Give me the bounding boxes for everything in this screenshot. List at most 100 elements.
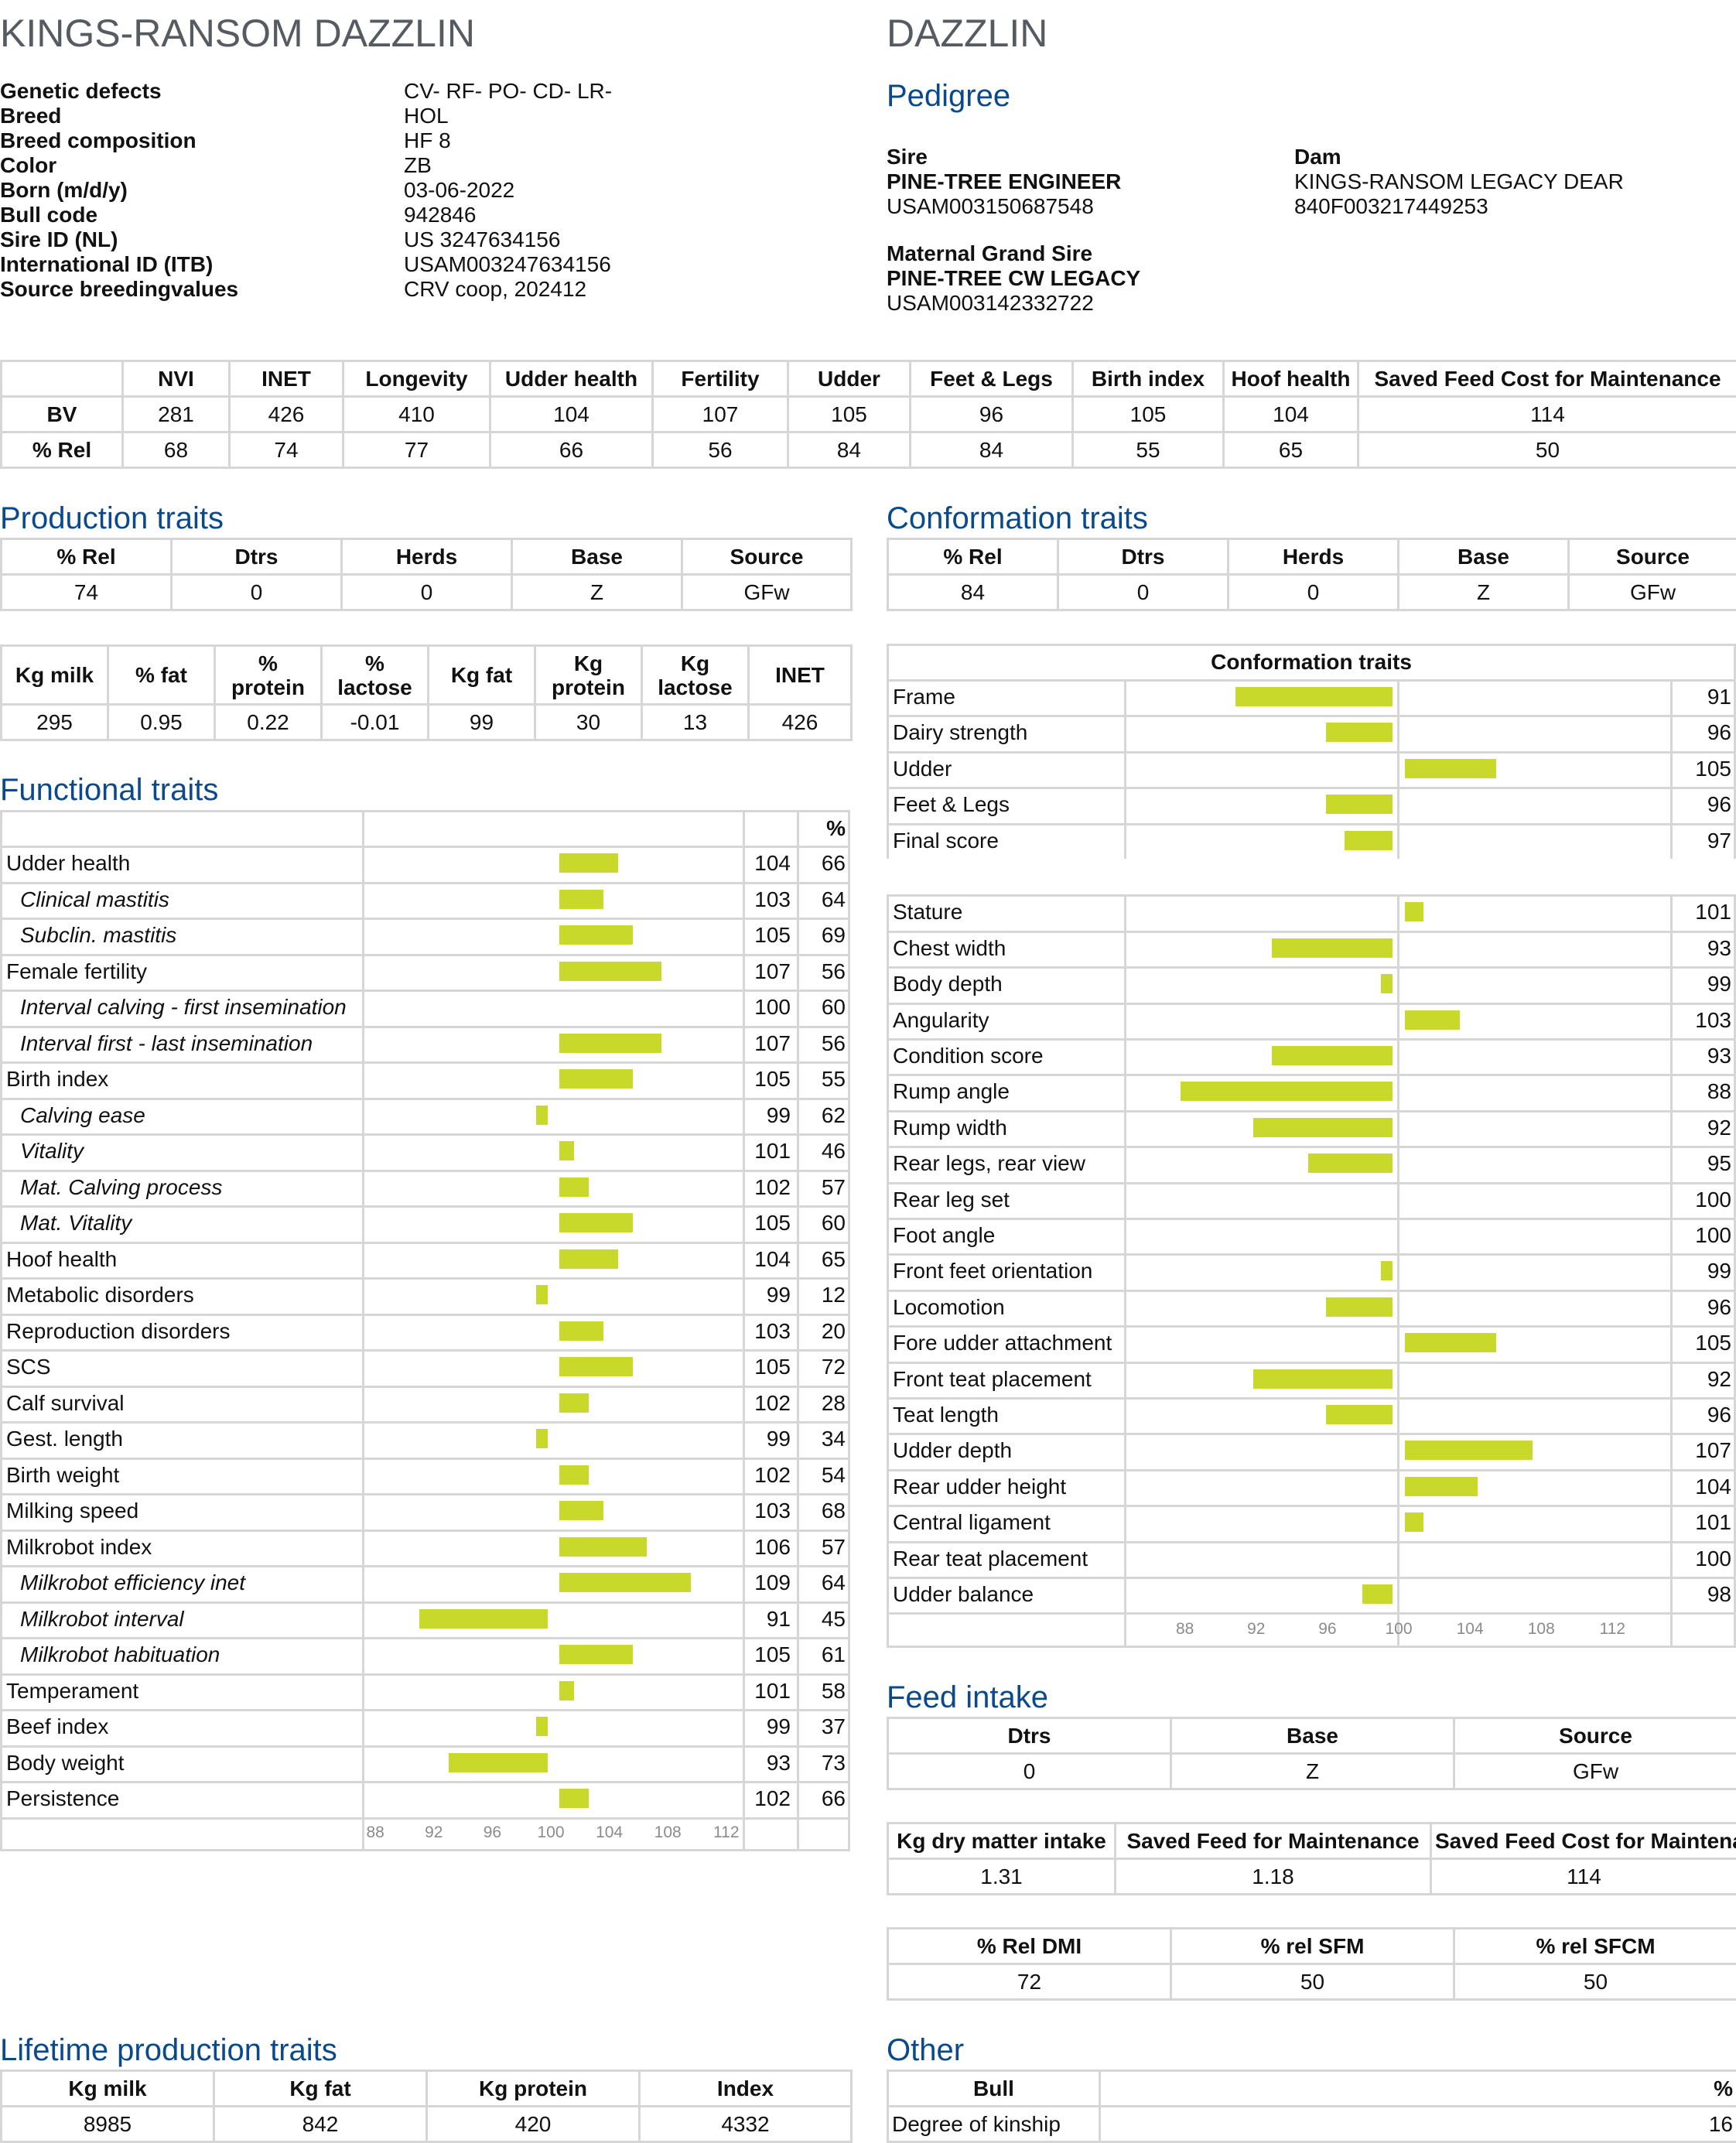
trait-bar: [1235, 687, 1393, 706]
trait-label: Interval first - last insemination: [20, 1030, 313, 1055]
table-row: Udder balance 98: [887, 1577, 1736, 1615]
trait-bar: [559, 1213, 633, 1232]
cell: Z: [1397, 573, 1570, 611]
info-value: ZB: [404, 153, 432, 177]
col-header: Dtrs: [1057, 538, 1229, 576]
axis-tick: 100: [1385, 1620, 1413, 1639]
trait-label: Calving ease: [20, 1102, 145, 1127]
summary-cell: 65: [1222, 431, 1359, 469]
sire-id: USAM003150687548: [887, 194, 1094, 218]
trait-label: Milkrobot interval: [20, 1606, 184, 1631]
cell: 50: [1453, 1963, 1736, 2001]
summary-cell: 56: [651, 431, 789, 469]
table-row: Final score 97: [887, 823, 1736, 861]
trait-label: Feet & Legs: [893, 792, 1010, 817]
column-divider: [1124, 679, 1126, 1649]
table-row: Udder 105: [887, 751, 1736, 790]
trait-label: Milkrobot efficiency inet: [20, 1571, 246, 1594]
trait-bv: 103: [754, 1499, 791, 1523]
column-divider: [362, 810, 364, 1851]
col-header: Base: [1170, 1717, 1455, 1755]
trait-bar: [536, 1429, 548, 1448]
col-header: Source: [1567, 538, 1736, 576]
table-row: Gest. length 99 34: [0, 1421, 850, 1460]
axis-tick: 112: [713, 1823, 740, 1841]
cell: 0: [170, 573, 343, 611]
dam-name[interactable]: KINGS-RANSOM LEGACY DEAR: [1294, 169, 1624, 193]
table-title: Conformation traits: [1211, 650, 1412, 674]
trait-bar: [448, 1752, 548, 1772]
feed-saved-table: Kg dry matter intake Saved Feed for Maint…: [887, 1822, 1736, 1895]
trait-bar: [559, 1573, 692, 1592]
trait-label: Rump angle: [893, 1079, 1010, 1104]
trait-label: Udder health: [6, 851, 131, 875]
cell: 420: [425, 2105, 641, 2143]
col-header: Source: [1453, 1717, 1736, 1755]
trait-bv: 101: [1695, 900, 1731, 925]
trait-bv: 104: [754, 1246, 791, 1271]
table-row: Rear udder height 104: [887, 1469, 1736, 1508]
info-label: Breed: [0, 104, 62, 128]
other-heading: Other: [887, 2033, 965, 2067]
trait-bv: 107: [754, 959, 791, 983]
table-row: Feet & Legs 96: [887, 787, 1736, 825]
summary-header: Saved Feed Cost for Maintenance: [1357, 360, 1736, 398]
trait-bv: 104: [1695, 1474, 1731, 1499]
sire-label: Sire: [887, 145, 928, 169]
info-label: Bull code: [0, 203, 98, 227]
trait-bv: 105: [1695, 1331, 1731, 1355]
trait-label: Final score: [893, 828, 999, 853]
col-header: % rel SFCM: [1453, 1927, 1736, 1965]
trait-label: Metabolic disorders: [6, 1283, 194, 1307]
table-row: Udder depth 107: [887, 1433, 1736, 1471]
trait-bar: [1380, 1261, 1393, 1281]
header-row: Conformation traits: [887, 644, 1736, 682]
trait-label: Hoof health: [6, 1246, 118, 1271]
table-row: Teat length 96: [887, 1397, 1736, 1436]
trait-label: Fore udder attachment: [893, 1331, 1112, 1355]
table-row: Rear leg set 100: [887, 1182, 1736, 1220]
col-header: Kg lactose: [641, 644, 750, 706]
trait-bar: [1405, 758, 1496, 778]
production-heading: Production traits: [0, 501, 224, 535]
rel-header: %: [826, 816, 846, 840]
trait-label: Milkrobot index: [6, 1534, 152, 1559]
trait-rel: 20: [821, 1318, 846, 1343]
col-header: Base: [511, 538, 683, 576]
cell: GFw: [1567, 573, 1736, 611]
mgs-name[interactable]: PINE-TREE CW LEGACY: [887, 266, 1141, 290]
lifetime-table: Kg milk Kg fat Kg protein Index 8985 842 420 4…: [0, 2070, 853, 2143]
cell: -0.01: [320, 703, 429, 741]
trait-rel: 57: [821, 1534, 846, 1559]
cell: 13: [641, 703, 750, 741]
cell: 1.18: [1114, 1858, 1432, 1895]
table-row: Rump angle 88: [887, 1074, 1736, 1113]
axis-tick: 92: [1247, 1620, 1266, 1639]
info-label: Born (m/d/y): [0, 178, 128, 202]
trait-bar: [559, 1393, 589, 1413]
trait-bv: 103: [754, 887, 791, 911]
trait-bar: [559, 1501, 603, 1520]
info-label: International ID (ITB): [0, 252, 214, 276]
table-row: Persistence 102 66: [0, 1781, 850, 1820]
trait-bar: [1271, 1046, 1393, 1065]
cell: 0.22: [214, 703, 323, 741]
trait-bar: [559, 1249, 618, 1269]
table-row: Milkrobot habituation 105 61: [0, 1637, 850, 1676]
col-header: Kg dry matter intake: [887, 1822, 1116, 1860]
trait-rel: 68: [821, 1499, 846, 1523]
info-value: US 3247634156: [404, 227, 561, 251]
feed-intake-heading: Feed intake: [887, 1680, 1049, 1714]
trait-rel: 60: [821, 995, 846, 1019]
table-row: Calf survival 102 28: [0, 1386, 850, 1424]
sire-name[interactable]: PINE-TREE ENGINEER: [887, 169, 1122, 193]
col-header: Dtrs: [887, 1717, 1172, 1755]
axis-tick: 96: [1318, 1620, 1337, 1639]
trait-label: Rump width: [893, 1115, 1007, 1140]
axis-tick: 104: [596, 1823, 624, 1841]
trait-bv: 99: [1707, 972, 1731, 996]
col-header: % protein: [214, 644, 323, 706]
trait-label: Reproduction disorders: [6, 1318, 231, 1343]
trait-label: Chest width: [893, 935, 1006, 960]
summary-cell: 281: [121, 395, 231, 433]
